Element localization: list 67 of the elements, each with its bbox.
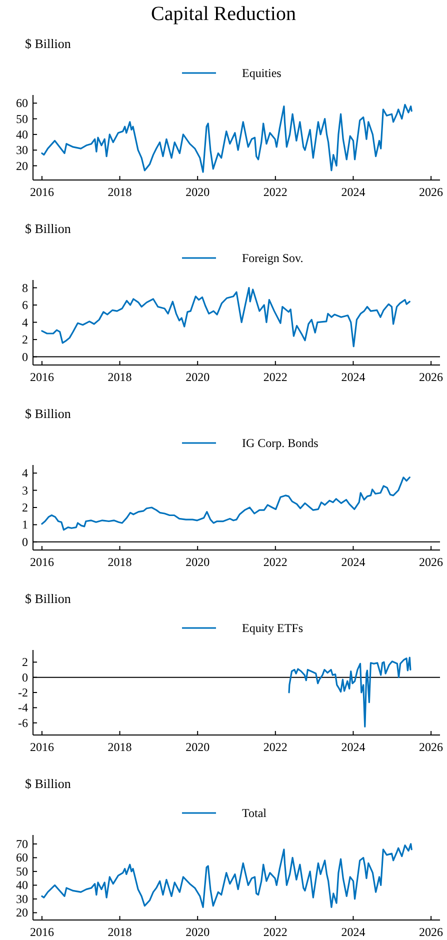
y-tick-label: 2 <box>22 500 28 514</box>
y-axis-title: $ Billion <box>25 776 72 791</box>
x-tick-label: 2016 <box>30 555 54 569</box>
x-tick-label: 2018 <box>108 740 132 754</box>
y-tick-label: 3 <box>22 483 28 498</box>
legend-label: Foreign Sov. <box>242 251 304 265</box>
legend-label: Total <box>242 806 268 820</box>
y-tick-label: 4 <box>22 466 28 480</box>
legend-label: Equities <box>242 66 282 80</box>
y-tick-label: 20 <box>16 906 28 920</box>
y-tick-label: 0 <box>22 670 28 684</box>
x-tick-label: 2020 <box>186 370 210 384</box>
x-tick-label: 2020 <box>186 185 210 199</box>
x-tick-label: 2022 <box>263 185 288 199</box>
y-tick-label: 6 <box>22 298 28 312</box>
y-tick-label: 0 <box>22 350 28 364</box>
x-tick-label: 2018 <box>108 925 132 939</box>
y-axis-title: $ Billion <box>25 591 72 606</box>
y-tick-label: 60 <box>16 96 28 110</box>
y-tick-label: 30 <box>16 143 28 158</box>
y-tick-label: 2 <box>22 655 28 670</box>
y-axis-title: $ Billion <box>25 221 72 236</box>
y-axis-title: $ Billion <box>25 36 72 51</box>
x-tick-label: 2024 <box>341 185 366 199</box>
x-tick-label: 2016 <box>30 740 54 754</box>
x-tick-label: 2016 <box>30 370 54 384</box>
y-tick-label: -2 <box>18 686 28 700</box>
x-tick-label: 2024 <box>341 925 366 939</box>
y-tick-label: 1 <box>22 518 28 532</box>
y-tick-label: 40 <box>16 127 28 142</box>
y-tick-label: 2 <box>22 332 28 347</box>
y-tick-label: 8 <box>22 280 28 295</box>
x-tick-label: 2022 <box>263 555 288 569</box>
x-tick-label: 2018 <box>108 555 132 569</box>
x-tick-label: 2026 <box>419 370 444 384</box>
x-tick-label: 2016 <box>30 185 54 199</box>
x-tick-label: 2024 <box>341 370 366 384</box>
x-tick-label: 2018 <box>108 370 132 384</box>
y-tick-label: -6 <box>18 716 28 730</box>
x-tick-label: 2026 <box>419 925 444 939</box>
y-tick-label: 70 <box>16 836 28 851</box>
y-tick-label: 0 <box>22 534 28 549</box>
x-tick-label: 2022 <box>263 370 288 384</box>
y-tick-label: -4 <box>18 700 28 715</box>
x-tick-label: 2018 <box>108 185 132 199</box>
x-tick-label: 2022 <box>263 740 288 754</box>
x-tick-label: 2026 <box>419 555 444 569</box>
y-tick-label: 30 <box>16 892 28 906</box>
x-tick-label: 2022 <box>263 925 288 939</box>
x-tick-label: 2020 <box>186 740 210 754</box>
x-tick-label: 2016 <box>30 925 54 939</box>
x-tick-label: 2024 <box>341 555 366 569</box>
legend-label: IG Corp. Bonds <box>242 436 319 450</box>
y-axis-title: $ Billion <box>25 406 72 421</box>
y-tick-label: 20 <box>16 158 28 173</box>
x-tick-label: 2020 <box>186 555 210 569</box>
chart-title: Capital Reduction <box>151 3 296 25</box>
y-tick-label: 50 <box>16 864 28 878</box>
x-tick-label: 2026 <box>419 740 444 754</box>
x-tick-label: 2026 <box>419 185 444 199</box>
y-tick-label: 50 <box>16 112 28 126</box>
y-tick-label: 60 <box>16 850 28 865</box>
x-tick-label: 2024 <box>341 740 366 754</box>
y-tick-label: 40 <box>16 878 28 892</box>
legend-label: Equity ETFs <box>242 621 304 635</box>
y-tick-label: 4 <box>22 315 28 330</box>
x-tick-label: 2020 <box>186 925 210 939</box>
